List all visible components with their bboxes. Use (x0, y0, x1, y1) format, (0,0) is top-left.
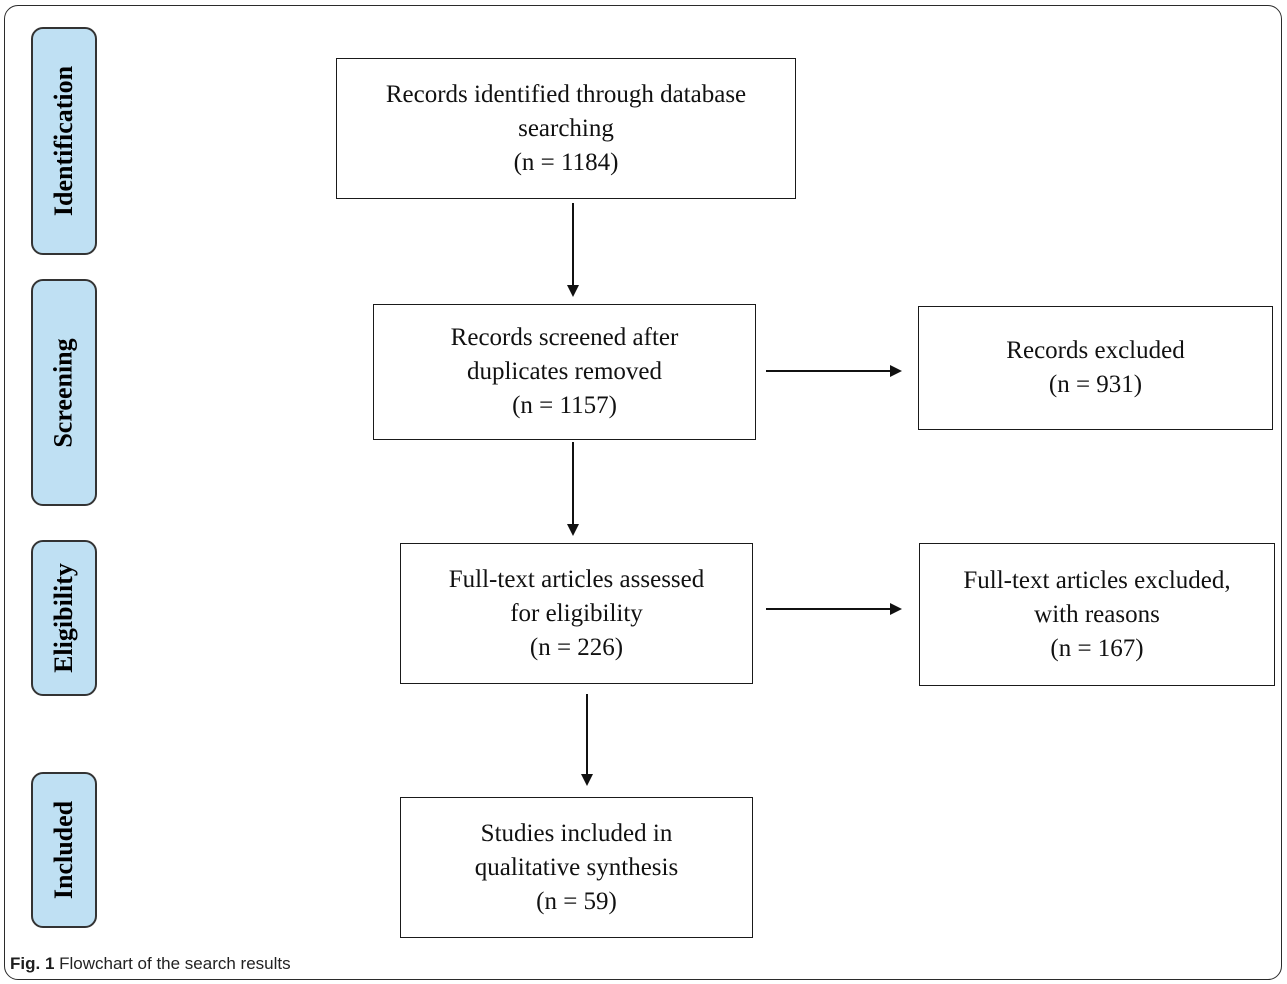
box-fulltext-excluded-line1: Full-text articles excluded, (963, 566, 1231, 594)
box-studies-included-line1: Studies included in (480, 819, 673, 847)
box-records-screened-line1: Records screened after (450, 324, 679, 351)
box-records-identified-line2: searching (518, 114, 614, 142)
figure-caption-label: Fig. 1 (10, 954, 55, 973)
box-fulltext-assessed-line2: for eligibility (510, 599, 643, 627)
box-records-excluded: Records excluded (n = 931) (918, 306, 1273, 430)
box-records-identified: Records identified through database sear… (336, 58, 796, 199)
stage-eligibility: Eligibility (31, 540, 97, 696)
stage-identification: Identification (31, 27, 97, 255)
box-fulltext-assessed: Full-text articles assessed for eligibil… (400, 543, 753, 684)
box-studies-included: Studies included in qualitative synthesi… (400, 797, 753, 938)
box-fulltext-excluded: Full-text articles excluded, with reason… (919, 543, 1275, 686)
box-records-screened: Records screened after duplicates remove… (373, 304, 756, 440)
box-records-screened-line2: duplicates removed (466, 358, 663, 385)
box-records-identified-count: (n = 1184) (513, 148, 619, 176)
box-records-identified-line1: Records identified through database (385, 80, 747, 108)
box-fulltext-excluded-count: (n = 167) (1050, 634, 1144, 662)
stage-screening: Screening (31, 279, 97, 506)
box-fulltext-excluded-line2: with reasons (1034, 600, 1160, 628)
box-records-excluded-count: (n = 931) (1048, 371, 1143, 398)
box-records-excluded-line1: Records excluded (1006, 337, 1185, 364)
stage-included: Included (31, 772, 97, 928)
box-studies-included-count: (n = 59) (536, 887, 617, 915)
box-records-screened-count: (n = 1157) (512, 392, 617, 419)
box-fulltext-assessed-line1: Full-text articles assessed (448, 565, 705, 593)
figure-frame (4, 5, 1282, 980)
figure-caption-text: Flowchart of the search results (54, 954, 291, 973)
box-fulltext-assessed-count: (n = 226) (529, 633, 624, 661)
figure-caption: Fig. 1 Flowchart of the search results (10, 954, 291, 974)
box-studies-included-line2: qualitative synthesis (474, 853, 679, 881)
